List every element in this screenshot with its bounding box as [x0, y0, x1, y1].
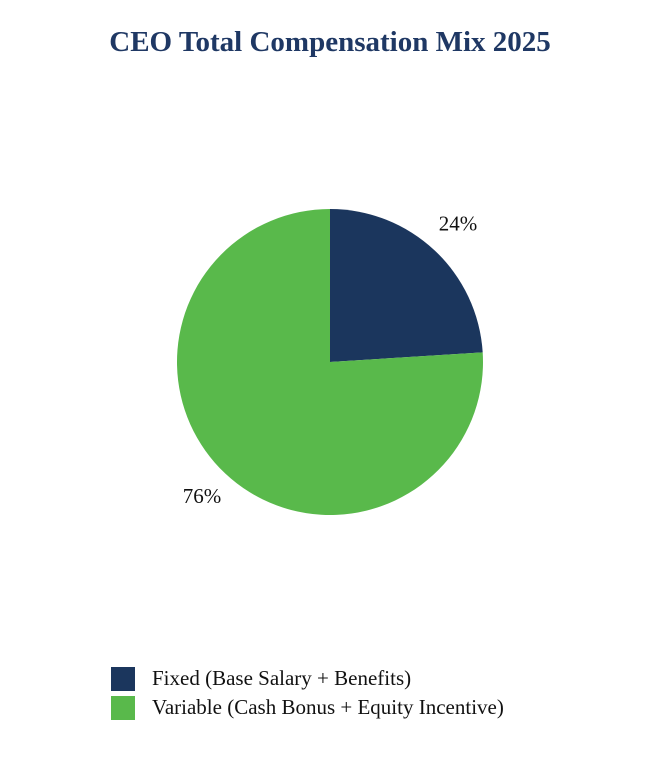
pie-slices	[177, 209, 483, 515]
legend-label-variable: Variable (Cash Bonus + Equity Incentive)	[152, 695, 504, 719]
pie-slice-label-0: 24%	[439, 211, 478, 235]
legend-swatch-variable	[111, 695, 135, 720]
pie-slice-label-1: 76%	[183, 484, 222, 508]
legend-item-variable: Variable (Cash Bonus + Equity Incentive)	[111, 693, 504, 722]
chart-title: CEO Total Compensation Mix 2025	[109, 26, 551, 58]
legend: Fixed (Base Salary + Benefits) Variable …	[111, 664, 504, 722]
legend-swatch-fixed	[111, 666, 135, 691]
legend-label-fixed: Fixed (Base Salary + Benefits)	[152, 666, 412, 690]
legend-item-fixed: Fixed (Base Salary + Benefits)	[111, 664, 504, 693]
pie-slice-0	[330, 209, 483, 362]
pie-slice-1	[177, 209, 483, 515]
pie-slice-labels: 24% 76%	[183, 211, 478, 508]
